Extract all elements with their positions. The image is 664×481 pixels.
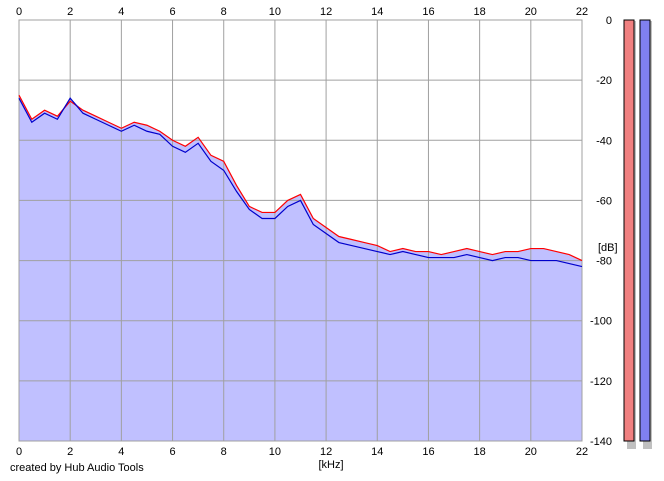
x-tick-label-bottom: 18 xyxy=(474,446,486,458)
x-tick-label-top: 20 xyxy=(525,6,537,18)
x-tick-label-top: 16 xyxy=(422,6,434,18)
x-tick-label-bottom: 12 xyxy=(320,446,332,458)
y-tick-label: -20 xyxy=(596,75,612,87)
credit-text: created by Hub Audio Tools xyxy=(10,462,144,474)
grid xyxy=(18,19,583,442)
x-tick-label-bottom: 0 xyxy=(16,446,22,458)
x-axis-label: [kHz] xyxy=(318,459,343,471)
x-tick-label-bottom: 22 xyxy=(576,446,588,458)
y-axis-label: [dB] xyxy=(598,242,618,254)
level-meter-bar xyxy=(639,19,651,442)
x-tick-label-top: 18 xyxy=(474,6,486,18)
x-tick-label-bottom: 2 xyxy=(67,446,73,458)
y-tick-label: 0 xyxy=(606,15,612,27)
y-tick-label: -60 xyxy=(596,195,612,207)
y-tick-label: -100 xyxy=(590,316,612,328)
y-tick-label: -40 xyxy=(596,135,612,147)
x-tick-label-top: 4 xyxy=(118,6,124,18)
x-tick-label-bottom: 8 xyxy=(221,446,227,458)
y-tick-label: -120 xyxy=(590,376,612,388)
x-tick-label-bottom: 10 xyxy=(269,446,281,458)
y-tick-label: -80 xyxy=(596,256,612,268)
level-meter-bar xyxy=(623,19,635,442)
series-line-1 xyxy=(18,94,583,262)
x-tick-label-top: 6 xyxy=(169,6,175,18)
series-line-2 xyxy=(18,97,583,268)
x-tick-label-bottom: 14 xyxy=(371,446,383,458)
x-tick-label-bottom: 20 xyxy=(525,446,537,458)
spectrum-lines xyxy=(18,94,583,268)
x-tick-label-bottom: 4 xyxy=(118,446,124,458)
x-tick-label-top: 8 xyxy=(221,6,227,18)
x-tick-label-top: 22 xyxy=(576,6,588,18)
x-tick-label-bottom: 6 xyxy=(169,446,175,458)
y-tick-label: -140 xyxy=(590,436,612,448)
x-tick-label-top: 0 xyxy=(16,6,22,18)
level-meters xyxy=(623,19,652,449)
x-tick-label-bottom: 16 xyxy=(422,446,434,458)
x-tick-label-top: 12 xyxy=(320,6,332,18)
spectrum-fill xyxy=(19,95,582,441)
x-tick-label-top: 2 xyxy=(67,6,73,18)
spectrum-fill-area xyxy=(19,95,582,441)
tick-labels: 002244668810101212141416161818202022220-… xyxy=(16,6,612,458)
x-tick-label-top: 14 xyxy=(371,6,383,18)
x-tick-label-top: 10 xyxy=(269,6,281,18)
